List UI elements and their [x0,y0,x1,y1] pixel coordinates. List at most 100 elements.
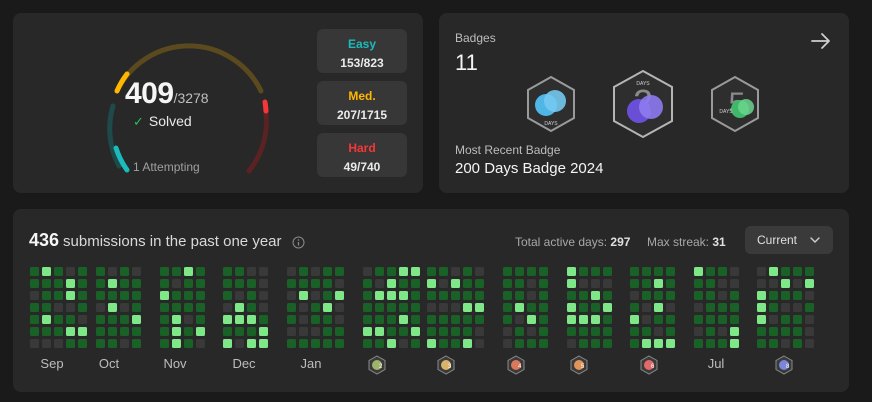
heatmap-cell[interactable] [335,291,344,300]
heatmap-cell[interactable] [375,327,384,336]
heatmap-cell[interactable] [363,303,372,312]
heatmap-cell[interactable] [654,303,663,312]
heatmap-cell[interactable] [567,339,576,348]
days-badge-icon[interactable]: DAYS [525,75,577,133]
heatmap-cell[interactable] [184,303,193,312]
heatmap-cell[interactable] [411,279,420,288]
heatmap-cell[interactable] [196,315,205,324]
heatmap-cell[interactable] [172,315,181,324]
heatmap-cell[interactable] [539,303,548,312]
heatmap-cell[interactable] [172,291,181,300]
heatmap-cell[interactable] [694,303,703,312]
heatmap-cell[interactable] [223,315,232,324]
heatmap-cell[interactable] [184,315,193,324]
heatmap-cell[interactable] [259,303,268,312]
heatmap-cell[interactable] [591,339,600,348]
heatmap-cell[interactable] [503,267,512,276]
heatmap-cell[interactable] [539,315,548,324]
heatmap-cell[interactable] [247,279,256,288]
heatmap-cell[interactable] [78,267,87,276]
heatmap-cell[interactable] [769,315,778,324]
heatmap-cell[interactable] [503,279,512,288]
heatmap-cell[interactable] [235,291,244,300]
heatmap-cell[interactable] [160,291,169,300]
heatmap-cell[interactable] [247,315,256,324]
heatmap-cell[interactable] [387,291,396,300]
heatmap-cell[interactable] [503,315,512,324]
heatmap-cell[interactable] [375,267,384,276]
heatmap-cell[interactable] [335,267,344,276]
heatmap-cell[interactable] [30,327,39,336]
heatmap-cell[interactable] [463,315,472,324]
heatmap-cell[interactable] [311,279,320,288]
heatmap-cell[interactable] [730,291,739,300]
heatmap-cell[interactable] [259,279,268,288]
heatmap-cell[interactable] [769,327,778,336]
heatmap-cell[interactable] [287,291,296,300]
heatmap-cell[interactable] [132,267,141,276]
heatmap-cell[interactable] [132,279,141,288]
heatmap-cell[interactable] [287,279,296,288]
heatmap-cell[interactable] [247,291,256,300]
heatmap-cell[interactable] [96,339,105,348]
heatmap-cell[interactable] [287,327,296,336]
heatmap-cell[interactable] [196,291,205,300]
heatmap-cell[interactable] [235,303,244,312]
heatmap-cell[interactable] [247,267,256,276]
heatmap-cell[interactable] [567,315,576,324]
info-icon[interactable] [292,236,305,249]
heatmap-cell[interactable] [451,327,460,336]
heatmap-cell[interactable] [223,291,232,300]
heatmap-cell[interactable] [630,315,639,324]
heatmap-cell[interactable] [579,327,588,336]
heatmap-cell[interactable] [666,315,675,324]
heatmap-cell[interactable] [451,291,460,300]
heatmap-cell[interactable] [781,279,790,288]
heatmap-cell[interactable] [666,267,675,276]
heatmap-cell[interactable] [375,315,384,324]
heatmap-cell[interactable] [439,315,448,324]
heatmap-cell[interactable] [172,303,181,312]
heatmap-cell[interactable] [694,279,703,288]
heatmap-cell[interactable] [475,315,484,324]
heatmap-cell[interactable] [399,279,408,288]
heatmap-cell[interactable] [527,339,536,348]
heatmap-cell[interactable] [311,303,320,312]
heatmap-cell[interactable] [781,315,790,324]
heatmap-cell[interactable] [642,339,651,348]
heatmap-cell[interactable] [363,267,372,276]
heatmap-cell[interactable] [463,303,472,312]
heatmap-cell[interactable] [781,267,790,276]
heatmap-cell[interactable] [184,339,193,348]
heatmap-cell[interactable] [451,279,460,288]
arrow-right-icon[interactable] [809,29,833,53]
heatmap-cell[interactable] [757,303,766,312]
heatmap-cell[interactable] [259,327,268,336]
heatmap-cell[interactable] [363,291,372,300]
heatmap-cell[interactable] [120,291,129,300]
heatmap-cell[interactable] [120,315,129,324]
heatmap-cell[interactable] [539,267,548,276]
heatmap-cell[interactable] [160,267,169,276]
heatmap-cell[interactable] [769,291,778,300]
heatmap-cell[interactable] [666,327,675,336]
heatmap-cell[interactable] [30,279,39,288]
heatmap-cell[interactable] [567,267,576,276]
heatmap-cell[interactable] [78,327,87,336]
heatmap-cell[interactable] [694,267,703,276]
heatmap-cell[interactable] [42,279,51,288]
heatmap-cell[interactable] [299,327,308,336]
heatmap-cell[interactable] [579,267,588,276]
heatmap-cell[interactable] [363,327,372,336]
heatmap-cell[interactable] [769,339,778,348]
heatmap-cell[interactable] [527,279,536,288]
heatmap-cell[interactable] [642,315,651,324]
heatmap-cell[interactable] [654,327,663,336]
heatmap-cell[interactable] [66,267,75,276]
heatmap-cell[interactable] [757,279,766,288]
heatmap-cell[interactable] [311,267,320,276]
heatmap-cell[interactable] [694,327,703,336]
monthly-badge-icon[interactable]: 2 [368,355,386,380]
heatmap-cell[interactable] [603,279,612,288]
heatmap-cell[interactable] [793,279,802,288]
